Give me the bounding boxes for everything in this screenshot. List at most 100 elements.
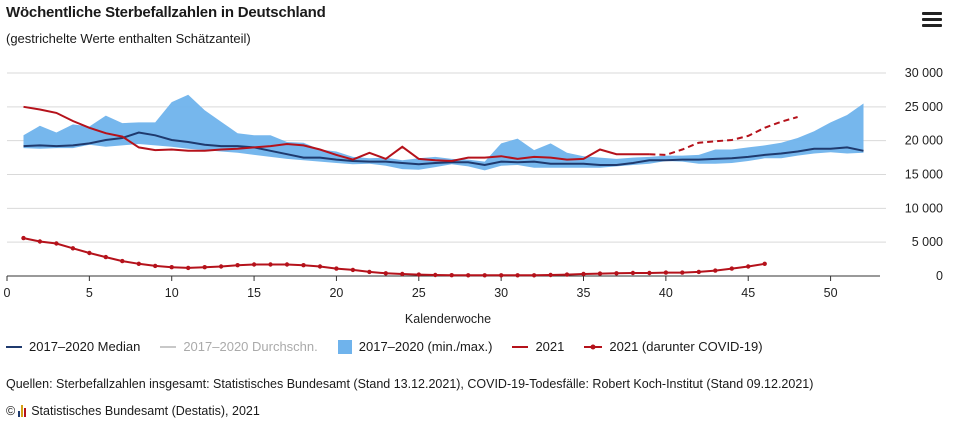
covid-point <box>202 265 207 270</box>
legend-item-range[interactable]: 2017–2020 (min./max.) <box>337 339 493 354</box>
covid-point <box>663 270 669 275</box>
covid-point <box>630 270 636 276</box>
x-tick-label: 40 <box>659 286 673 300</box>
covid-point <box>235 263 240 268</box>
chart-title: Wöchentliche Sterbefallzahlen in Deutsch… <box>6 4 326 21</box>
legend-swatch-median <box>6 345 22 348</box>
legend-label-2021: 2021 <box>535 339 565 354</box>
covid-point <box>301 263 306 268</box>
series-line-covid <box>23 237 765 277</box>
covid-point <box>87 250 92 256</box>
covid-point <box>433 272 438 278</box>
covid-point <box>317 264 323 269</box>
x-tick-label: 0 <box>4 286 11 300</box>
legend-item-2021[interactable]: 2021 <box>512 339 564 354</box>
y-tick-label: 30 000 <box>905 66 943 80</box>
y-tick-label: 0 <box>936 269 943 283</box>
x-tick-label: 45 <box>741 286 755 300</box>
covid-point <box>70 246 76 251</box>
x-axis: 0 5 10 15 20 25 30 35 40 45 50 <box>4 275 880 300</box>
covid-point <box>251 262 257 267</box>
covid-point <box>548 272 553 278</box>
covid-point <box>482 273 487 278</box>
x-tick-label: 5 <box>86 286 93 300</box>
x-tick-label: 10 <box>165 286 179 300</box>
legend-label-range: 2017–2020 (min./max.) <box>358 339 493 354</box>
y-tick-label: 10 000 <box>905 201 943 215</box>
covid-point <box>416 272 421 277</box>
chart-plot: 0 5 000 10 000 15 000 20 000 25 000 30 000 0 5 1… <box>4 66 944 326</box>
covid-point <box>169 265 174 270</box>
legend-item-covid[interactable]: 2021 (darunter COVID-19) <box>584 339 763 354</box>
covid-point <box>746 264 751 269</box>
covid-point <box>136 261 141 266</box>
covid-point <box>21 235 26 241</box>
covid-point <box>466 273 471 278</box>
covid-point <box>564 272 570 277</box>
legend-label-covid: 2021 (darunter COVID-19) <box>609 339 763 354</box>
covid-point <box>515 273 520 278</box>
covid-point <box>499 273 504 278</box>
covid-point <box>696 269 701 275</box>
covid-point <box>597 271 603 276</box>
x-tick-label: 50 <box>824 286 838 300</box>
covid-point <box>268 262 273 267</box>
covid-point <box>284 262 290 267</box>
covid-point <box>186 265 191 271</box>
chart-subtitle: (gestrichelte Werte enthalten Schätzante… <box>6 31 251 46</box>
covid-point <box>218 264 224 269</box>
covid-point <box>383 271 388 276</box>
source-note: Quellen: Sterbefallzahlen insgesamt: Sta… <box>6 377 814 391</box>
covid-point <box>400 271 405 277</box>
x-axis-label: Kalenderwoche <box>405 312 491 326</box>
legend-label-average: 2017–2020 Durchschn. <box>183 339 318 354</box>
covid-point <box>153 263 158 269</box>
credit-line: © Statistisches Bundesamt (Destatis), 20… <box>6 404 260 418</box>
covid-point <box>334 266 339 271</box>
y-axis-ticks: 0 5 000 10 000 15 000 20 000 25 000 30 000 <box>905 66 943 283</box>
legend-label-median: 2017–2020 Median <box>29 339 141 354</box>
covid-point <box>713 268 718 273</box>
copyright-symbol: © <box>6 404 16 418</box>
hamburger-menu-icon[interactable] <box>922 12 942 30</box>
covid-point <box>350 267 356 273</box>
covid-point <box>120 258 125 264</box>
covid-markers <box>21 235 767 278</box>
series-line-2021 <box>23 105 650 163</box>
legend-swatch-covid <box>584 344 603 349</box>
range-band <box>23 94 864 171</box>
covid-point <box>729 266 734 271</box>
covid-point <box>614 271 619 276</box>
covid-point <box>37 239 43 244</box>
covid-point <box>531 273 537 278</box>
legend: 2017–2020 Median 2017–2020 Durchschn. 20… <box>6 339 783 354</box>
x-tick-label: 15 <box>247 286 261 300</box>
covid-point <box>647 270 652 276</box>
range-area <box>23 94 864 171</box>
y-tick-label: 20 000 <box>905 134 943 148</box>
covid-point <box>367 269 372 275</box>
series-lines <box>23 105 864 277</box>
legend-swatch-2021 <box>512 345 529 348</box>
grid-lines <box>7 72 886 243</box>
x-tick-label: 25 <box>412 286 426 300</box>
x-tick-label: 20 <box>329 286 343 300</box>
covid-point <box>449 273 454 278</box>
destatis-logo-icon <box>18 405 27 417</box>
y-tick-label: 15 000 <box>905 168 943 182</box>
covid-point <box>680 270 685 275</box>
series-line-2021-estimated <box>649 116 798 156</box>
legend-item-average[interactable]: 2017–2020 Durchschn. <box>160 339 318 354</box>
covid-point <box>581 271 586 277</box>
y-tick-label: 5 000 <box>912 235 943 249</box>
covid-point <box>103 254 109 260</box>
credit-text: Statistisches Bundesamt (Destatis), 2021 <box>31 404 260 418</box>
legend-swatch-range <box>337 339 352 354</box>
legend-item-median[interactable]: 2017–2020 Median <box>6 339 140 354</box>
covid-point <box>762 261 767 266</box>
x-tick-label: 30 <box>494 286 508 300</box>
covid-point <box>54 241 59 246</box>
y-tick-label: 25 000 <box>905 100 943 114</box>
legend-swatch-average <box>160 345 177 348</box>
series-line-median <box>23 131 864 167</box>
